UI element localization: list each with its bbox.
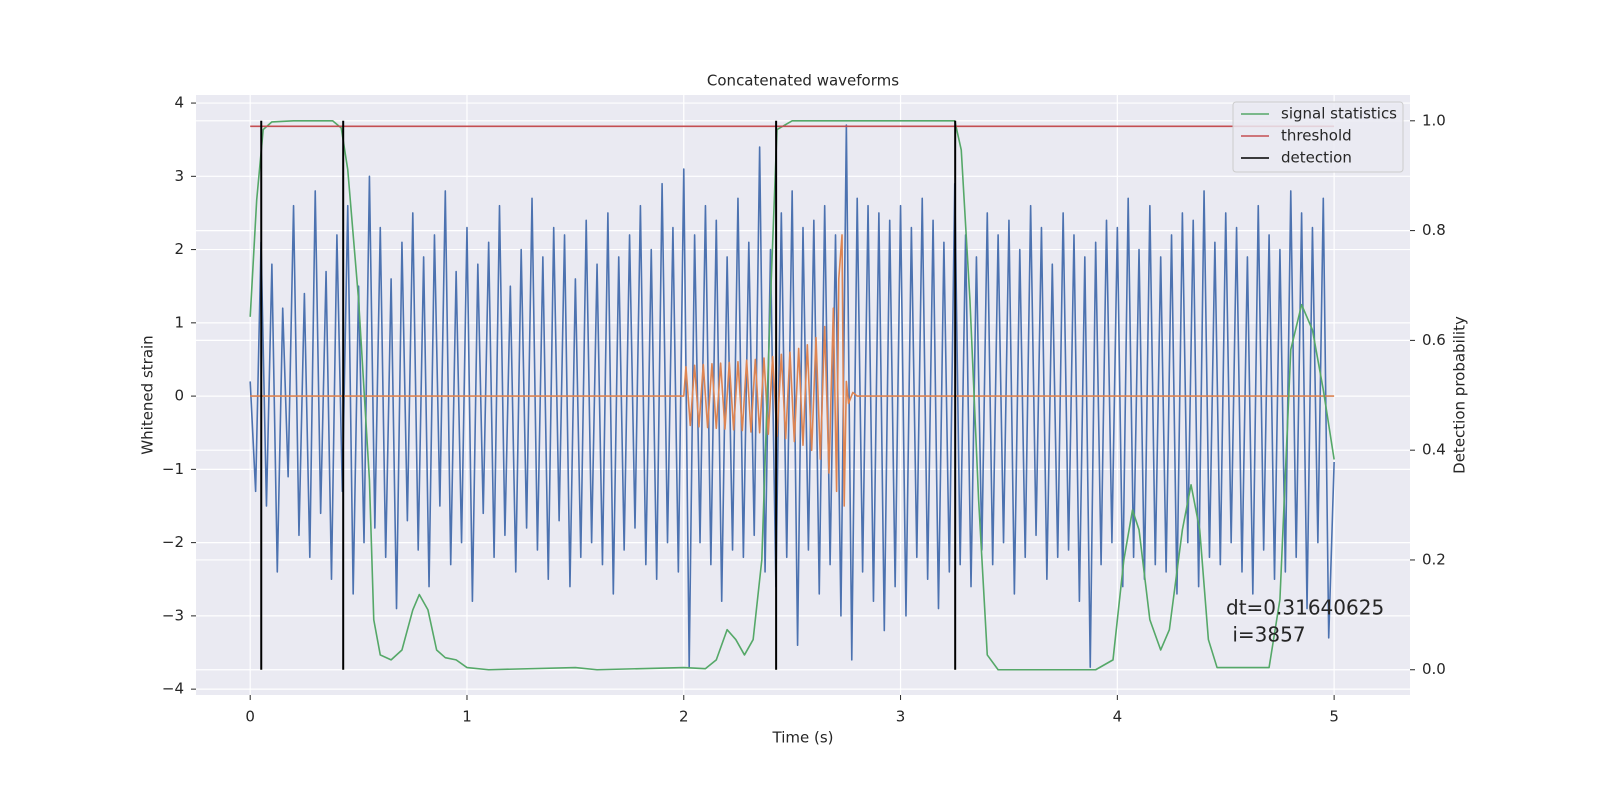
y2-tick-label: 0.2 bbox=[1422, 550, 1446, 568]
y-tick-label: 1 bbox=[174, 313, 184, 331]
y2-axis-label: Detection probability bbox=[1451, 316, 1469, 474]
x-tick-label: 5 bbox=[1329, 708, 1339, 726]
legend: signal statistics threshold detection bbox=[1232, 101, 1404, 173]
annotation: i=3857 bbox=[1226, 623, 1306, 647]
x-tick-label: 4 bbox=[1113, 708, 1123, 726]
x-axis-label: Time (s) bbox=[772, 729, 834, 747]
y2-tick-label: 0.0 bbox=[1422, 660, 1446, 678]
y-tick-label: 4 bbox=[174, 94, 184, 112]
x-tick-label: 3 bbox=[896, 708, 906, 726]
legend-box bbox=[1232, 101, 1404, 173]
series-line bbox=[250, 234, 1335, 507]
y2-tick-label: 0.6 bbox=[1422, 331, 1446, 349]
y-tick-label: −1 bbox=[162, 460, 184, 478]
axes: 0 1 2 3 4 5 −4 −3 −2 −1 0 1 2 3 4 0.0 0.2 0.4 0.6 0.8 1.0 dt=… bbox=[162, 94, 1446, 726]
x-tick-label: 0 bbox=[245, 708, 255, 726]
series-line bbox=[249, 120, 1335, 671]
x-tick-label: 2 bbox=[679, 708, 689, 726]
legend-label: detection bbox=[1281, 149, 1352, 167]
plot-area bbox=[196, 120, 1410, 671]
y-tick-label: 2 bbox=[174, 240, 184, 258]
annotation: dt=0.31640625 bbox=[1226, 596, 1384, 620]
legend-label: signal statistics bbox=[1281, 105, 1397, 123]
legend-label: threshold bbox=[1281, 127, 1352, 145]
y-tick-label: −2 bbox=[162, 533, 184, 551]
chart-title: Concatenated waveforms bbox=[707, 72, 899, 90]
y2-tick-label: 1.0 bbox=[1422, 111, 1446, 129]
y-tick-label: 0 bbox=[174, 387, 184, 405]
x-tick-label: 1 bbox=[462, 708, 472, 726]
y-axis-label: Whitened strain bbox=[139, 335, 157, 454]
y-tick-label: −4 bbox=[162, 680, 184, 698]
y-tick-label: −3 bbox=[162, 606, 184, 624]
y2-tick-label: 0.4 bbox=[1422, 441, 1446, 459]
y-tick-label: 3 bbox=[174, 167, 184, 185]
y2-tick-label: 0.8 bbox=[1422, 221, 1446, 239]
series-line bbox=[249, 124, 1335, 668]
